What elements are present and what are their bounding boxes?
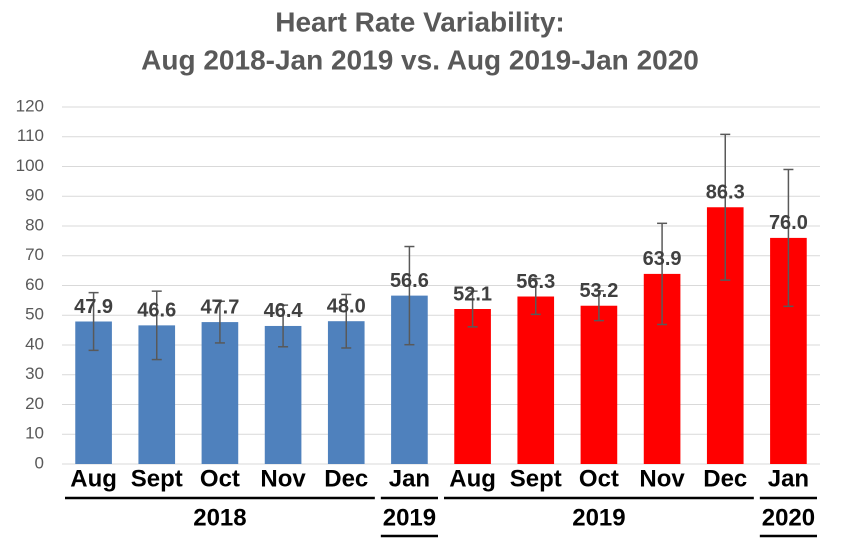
x-tick-label: Nov xyxy=(260,465,306,492)
data-label: 47.9 xyxy=(74,296,113,318)
x-tick-label: Oct xyxy=(579,465,619,492)
data-label: 63.9 xyxy=(643,248,682,270)
bar xyxy=(580,305,618,464)
x-tick-label: Dec xyxy=(703,465,747,492)
y-tick-label: 0 xyxy=(35,453,44,472)
x-tick-label: Aug xyxy=(449,465,496,492)
chart-title: Aug 2018-Jan 2019 vs. Aug 2019-Jan 2020 xyxy=(141,44,699,75)
x-tick-label: Nov xyxy=(639,465,685,492)
x-tick-label: Sept xyxy=(131,465,183,492)
x-tick-label: Aug xyxy=(70,465,117,492)
bar xyxy=(517,296,555,464)
x-tick-label: Jan xyxy=(389,465,430,492)
bar xyxy=(201,322,239,464)
y-tick-label: 70 xyxy=(25,245,44,264)
y-tick-label: 110 xyxy=(17,126,44,145)
data-label: 76.0 xyxy=(769,212,808,234)
bar xyxy=(454,309,491,464)
y-tick-label: 80 xyxy=(25,215,44,234)
data-label: 46.4 xyxy=(264,300,304,322)
data-label: 86.3 xyxy=(706,182,745,204)
y-tick-label: 40 xyxy=(25,334,44,353)
chart-title: Heart Rate Variability: xyxy=(275,6,564,37)
x-tick-label: Sept xyxy=(510,465,562,492)
data-label: 53.2 xyxy=(579,280,618,302)
x-tick-label: Oct xyxy=(200,465,240,492)
group-label: 2018 xyxy=(193,504,246,531)
y-tick-label: 120 xyxy=(16,96,44,115)
group-label: 2019 xyxy=(572,504,625,531)
data-label: 56.3 xyxy=(516,271,555,293)
data-label: 48.0 xyxy=(327,295,366,317)
y-tick-label: 20 xyxy=(25,394,44,413)
y-tick-label: 90 xyxy=(25,186,44,205)
data-label: 47.7 xyxy=(200,296,239,318)
data-label: 56.6 xyxy=(390,270,429,292)
data-label: 46.6 xyxy=(137,300,176,322)
y-tick-label: 50 xyxy=(25,305,44,324)
bar xyxy=(264,325,302,464)
y-tick-label: 10 xyxy=(25,424,44,443)
group-label: 2020 xyxy=(762,504,815,531)
x-tick-label: Dec xyxy=(324,465,368,492)
x-tick-label: Jan xyxy=(768,465,809,492)
y-tick-label: 100 xyxy=(16,156,44,175)
data-label: 52.1 xyxy=(453,283,492,305)
y-tick-label: 60 xyxy=(25,275,44,294)
group-label: 2019 xyxy=(383,504,436,531)
y-tick-label: 30 xyxy=(25,364,44,383)
